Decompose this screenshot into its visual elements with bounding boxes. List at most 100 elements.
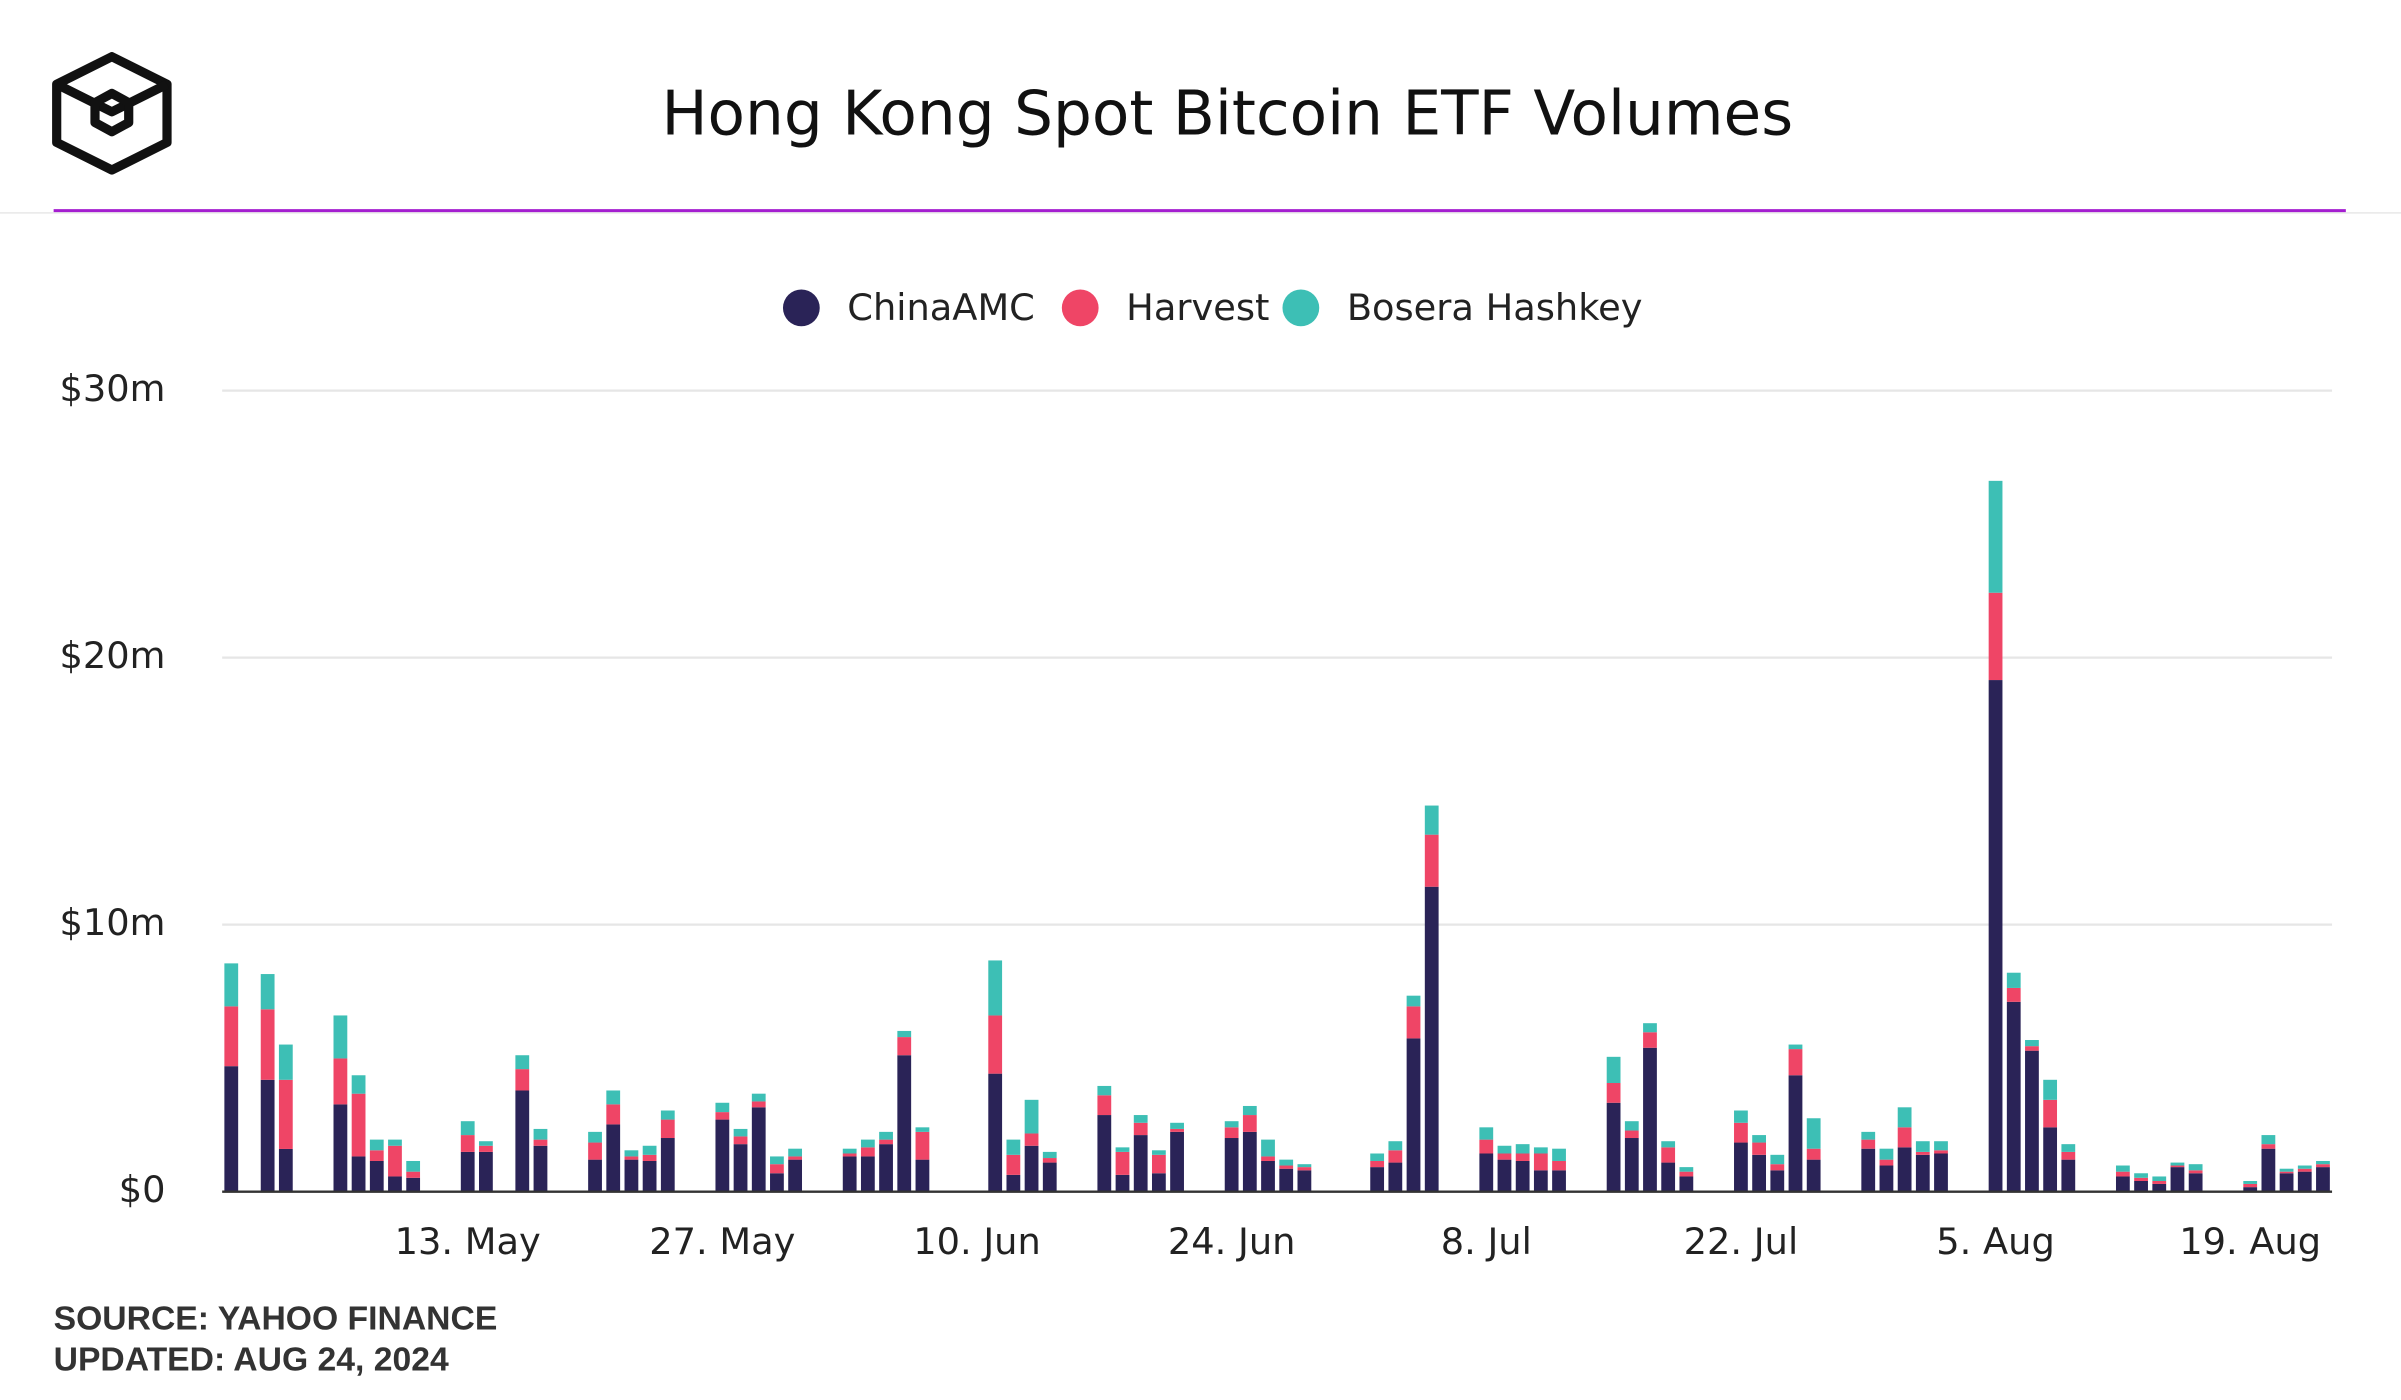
bar-segment xyxy=(860,1156,875,1192)
x-tick-label: 27. May xyxy=(649,1220,795,1263)
bar-segment xyxy=(1424,886,1439,1192)
bar-segment xyxy=(2134,1173,2148,1178)
bar-segment xyxy=(2134,1181,2148,1192)
bar-segment xyxy=(1861,1148,1876,1192)
bar-segment xyxy=(2170,1162,2185,1166)
bar-segment xyxy=(897,1030,912,1038)
bar-segment xyxy=(915,1159,930,1192)
bar-segment xyxy=(533,1128,548,1140)
x-tick-label: 5. Aug xyxy=(1936,1220,2055,1263)
bar-segment xyxy=(1897,1107,1912,1128)
bar-segment xyxy=(224,1006,239,1067)
bar-segment xyxy=(988,960,1003,1016)
x-tick-label: 24. Jun xyxy=(1168,1220,1296,1263)
bar-segment xyxy=(879,1139,893,1145)
bar-segment xyxy=(2297,1171,2312,1192)
bar-segment xyxy=(515,1090,530,1192)
y-tick-label: $0 xyxy=(119,1168,166,1211)
bar-segment xyxy=(351,1075,366,1094)
bar-segment xyxy=(770,1173,784,1192)
bar-segment xyxy=(1988,680,2003,1192)
bar-segment xyxy=(1006,1139,1021,1155)
bar-segment xyxy=(2043,1079,2058,1100)
bar-segment xyxy=(988,1073,1003,1192)
bar-segment xyxy=(1934,1153,1948,1192)
bar-segment xyxy=(369,1150,384,1161)
bar-segment xyxy=(770,1164,784,1174)
bar-segment xyxy=(460,1151,475,1192)
bar-segment xyxy=(788,1159,803,1192)
bar-segment xyxy=(2043,1127,2058,1192)
bar-segment xyxy=(1042,1158,1057,1163)
bar-segment xyxy=(1934,1150,1948,1154)
bar-segment xyxy=(2025,1040,2039,1047)
bar-segment xyxy=(1552,1170,1566,1192)
bar-segment xyxy=(1479,1139,1494,1154)
bar-segment xyxy=(533,1139,548,1146)
bar-segment xyxy=(2061,1144,2076,1152)
bar-segment xyxy=(1606,1056,1621,1084)
bar-segment xyxy=(1097,1095,1112,1116)
bar-segment xyxy=(1279,1159,1294,1166)
bar-segment xyxy=(1497,1145,1512,1154)
bar-segment xyxy=(1170,1131,1184,1192)
bar-segment xyxy=(1024,1099,1039,1134)
bar-segment xyxy=(1133,1135,1148,1192)
bar-segment xyxy=(1515,1153,1530,1161)
updated-note: UPDATED: AUG 24, 2024 xyxy=(54,1341,449,1379)
bar-segment xyxy=(2006,972,2021,988)
bar-segment xyxy=(2152,1181,2167,1184)
bar-segment xyxy=(642,1145,657,1155)
legend-label: ChinaAMC xyxy=(847,286,1035,329)
bar-segment xyxy=(733,1136,748,1145)
bar-segment xyxy=(1752,1142,1767,1155)
bar-segment xyxy=(715,1119,730,1192)
bar-segment xyxy=(1279,1168,1294,1192)
bar-segment xyxy=(2316,1164,2330,1168)
bar-segment xyxy=(515,1069,530,1091)
bar-segment xyxy=(1279,1165,1294,1169)
bar-segment xyxy=(1261,1160,1275,1192)
bar-segment xyxy=(588,1131,602,1143)
bar-segment xyxy=(660,1110,675,1120)
bar-segment xyxy=(1115,1147,1130,1152)
bar-segment xyxy=(1861,1139,1876,1149)
bar-segment xyxy=(388,1176,402,1192)
bar-segment xyxy=(1242,1105,1257,1116)
bar-segment xyxy=(1224,1127,1239,1139)
bar-segment xyxy=(1606,1083,1621,1103)
bar-segment xyxy=(406,1171,421,1178)
bar-segment xyxy=(733,1144,748,1192)
bar-segment xyxy=(788,1148,803,1157)
bar-segment xyxy=(1497,1153,1512,1160)
bar-segment xyxy=(624,1150,639,1157)
bar-segment xyxy=(988,1015,1003,1074)
bar-segment xyxy=(1261,1156,1275,1161)
x-tick-label: 13. May xyxy=(395,1220,541,1263)
bar-segment xyxy=(624,1156,639,1160)
bar-segment xyxy=(2170,1165,2185,1168)
bar-segment xyxy=(860,1147,875,1157)
bar-segment xyxy=(1734,1110,1748,1123)
bar-segment xyxy=(2006,1001,2021,1192)
bar-segment xyxy=(1988,592,2003,681)
bar-segment xyxy=(1515,1144,1530,1154)
bar-segment xyxy=(479,1145,493,1152)
bar-segment xyxy=(1770,1164,1785,1171)
bar-segment xyxy=(1624,1138,1639,1192)
bar-segment xyxy=(1643,1032,1657,1048)
bar-segment xyxy=(369,1139,384,1151)
bar-segment xyxy=(2043,1099,2058,1128)
bar-segment xyxy=(1897,1147,1912,1192)
legend-label: Harvest xyxy=(1126,286,1269,329)
bar-segment xyxy=(1261,1139,1275,1157)
bar-segment xyxy=(1170,1128,1184,1132)
bar-segment xyxy=(388,1139,402,1146)
bar-segment xyxy=(1897,1127,1912,1148)
bar-segment xyxy=(1734,1142,1748,1192)
bar-segment xyxy=(2061,1151,2076,1160)
x-tick-label: 8. Jul xyxy=(1441,1220,1532,1263)
bar-segment xyxy=(1661,1147,1676,1163)
bar-segment xyxy=(278,1044,293,1080)
bar-segment xyxy=(1879,1148,1894,1160)
